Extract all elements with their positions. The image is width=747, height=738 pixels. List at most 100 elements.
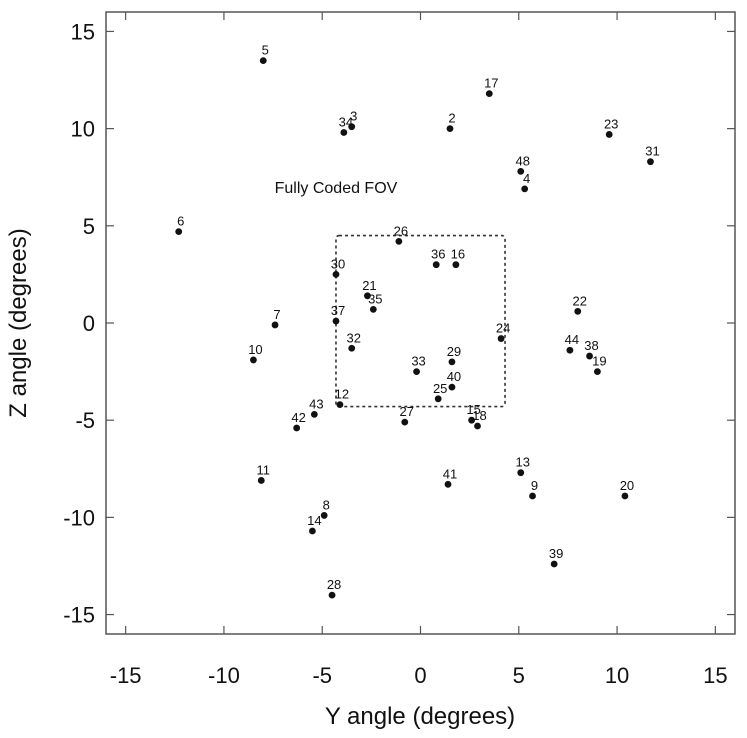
- point-label-17: 17: [484, 76, 498, 91]
- data-points: [175, 57, 654, 599]
- point-label-6: 6: [177, 214, 184, 229]
- y-axis-title: Z angle (degrees): [5, 228, 32, 417]
- point-label-35: 35: [368, 291, 382, 306]
- data-point-6: [175, 228, 183, 236]
- data-point-24: [497, 335, 505, 342]
- data-point-30: [332, 271, 340, 278]
- point-label-28: 28: [327, 577, 341, 592]
- data-point-8: [320, 512, 328, 519]
- point-label-19: 19: [592, 354, 606, 369]
- y-tick-label: 0: [83, 311, 95, 336]
- point-label-34: 34: [339, 115, 353, 130]
- data-point-37: [332, 317, 340, 325]
- point-label-29: 29: [447, 344, 461, 359]
- point-label-18: 18: [472, 408, 486, 423]
- point-label-43: 43: [309, 396, 323, 411]
- data-point-43: [310, 410, 318, 418]
- x-tick-label: -10: [208, 663, 240, 688]
- point-label-14: 14: [307, 513, 321, 528]
- x-tick-label: -15: [110, 663, 142, 688]
- point-labels: 2345678910111213141516171819202122232425…: [177, 43, 660, 593]
- y-tick-label: 5: [83, 214, 95, 239]
- point-label-9: 9: [531, 478, 538, 493]
- point-label-30: 30: [331, 256, 345, 271]
- point-label-22: 22: [573, 293, 587, 308]
- data-point-2: [446, 125, 454, 133]
- data-point-27: [401, 418, 409, 426]
- point-label-3: 3: [350, 109, 357, 124]
- data-point-20: [621, 492, 629, 500]
- data-point-15: [468, 416, 476, 424]
- x-tick-label: 5: [513, 663, 525, 688]
- point-label-2: 2: [448, 111, 455, 126]
- data-point-31: [647, 158, 654, 166]
- data-point-10: [250, 356, 257, 364]
- point-label-26: 26: [394, 223, 408, 238]
- data-point-14: [308, 527, 316, 535]
- data-point-40: [448, 383, 456, 391]
- data-point-26: [395, 237, 403, 245]
- data-point-35: [369, 305, 377, 313]
- data-point-36: [432, 261, 440, 269]
- point-label-38: 38: [584, 338, 598, 353]
- data-point-23: [605, 131, 613, 138]
- point-label-15: 15: [466, 402, 480, 417]
- point-label-25: 25: [433, 381, 447, 396]
- data-point-17: [485, 90, 493, 98]
- point-label-44: 44: [565, 332, 579, 347]
- axis-ticks: [106, 12, 735, 634]
- data-point-25: [434, 395, 442, 403]
- data-point-34: [340, 129, 348, 136]
- point-label-13: 13: [516, 455, 530, 470]
- y-tick-label: -15: [63, 603, 95, 628]
- data-point-33: [413, 368, 420, 375]
- point-label-32: 32: [346, 330, 360, 345]
- point-label-39: 39: [549, 546, 563, 561]
- point-label-16: 16: [451, 247, 465, 262]
- point-label-20: 20: [620, 478, 634, 493]
- point-label-7: 7: [273, 307, 280, 322]
- data-point-13: [517, 469, 525, 477]
- point-label-31: 31: [645, 144, 659, 159]
- point-label-10: 10: [248, 342, 262, 357]
- point-label-23: 23: [604, 116, 618, 131]
- data-point-19: [594, 368, 601, 375]
- data-point-48: [517, 167, 525, 175]
- data-point-41: [444, 480, 452, 488]
- point-label-12: 12: [335, 387, 349, 402]
- fov-annotation: Fully Coded FOV: [275, 180, 398, 197]
- y-tick-label: 10: [71, 117, 95, 142]
- point-label-21: 21: [362, 278, 376, 293]
- y-tick-label: 15: [71, 19, 95, 44]
- point-label-42: 42: [291, 410, 305, 425]
- data-point-12: [336, 401, 344, 409]
- x-tick-label: -5: [312, 663, 332, 688]
- point-label-4: 4: [523, 171, 530, 186]
- data-point-44: [566, 346, 574, 354]
- data-point-32: [348, 344, 356, 352]
- tick-labels: -15 -10 -5 0 5 10 15 15 10 5 0 -5 -10 -15: [63, 19, 727, 688]
- data-point-11: [257, 477, 265, 484]
- point-label-27: 27: [400, 404, 414, 419]
- data-point-9: [529, 492, 536, 500]
- x-tick-label: 0: [414, 663, 426, 688]
- data-point-39: [550, 560, 558, 568]
- point-label-33: 33: [411, 354, 425, 369]
- data-point-5: [259, 57, 267, 64]
- point-label-40: 40: [447, 369, 461, 384]
- data-point-22: [574, 307, 582, 315]
- data-point-21: [364, 292, 371, 300]
- point-label-41: 41: [443, 466, 457, 481]
- fully-coded-fov-box: [335, 234, 506, 408]
- data-point-42: [293, 424, 301, 432]
- data-point-38: [586, 352, 593, 360]
- data-point-7: [271, 321, 279, 329]
- point-label-37: 37: [331, 303, 345, 318]
- data-point-18: [474, 422, 481, 430]
- data-point-28: [328, 591, 336, 599]
- plot-frame: [105, 11, 736, 635]
- point-label-5: 5: [262, 43, 269, 58]
- data-point-29: [448, 358, 456, 366]
- data-point-3: [348, 123, 356, 131]
